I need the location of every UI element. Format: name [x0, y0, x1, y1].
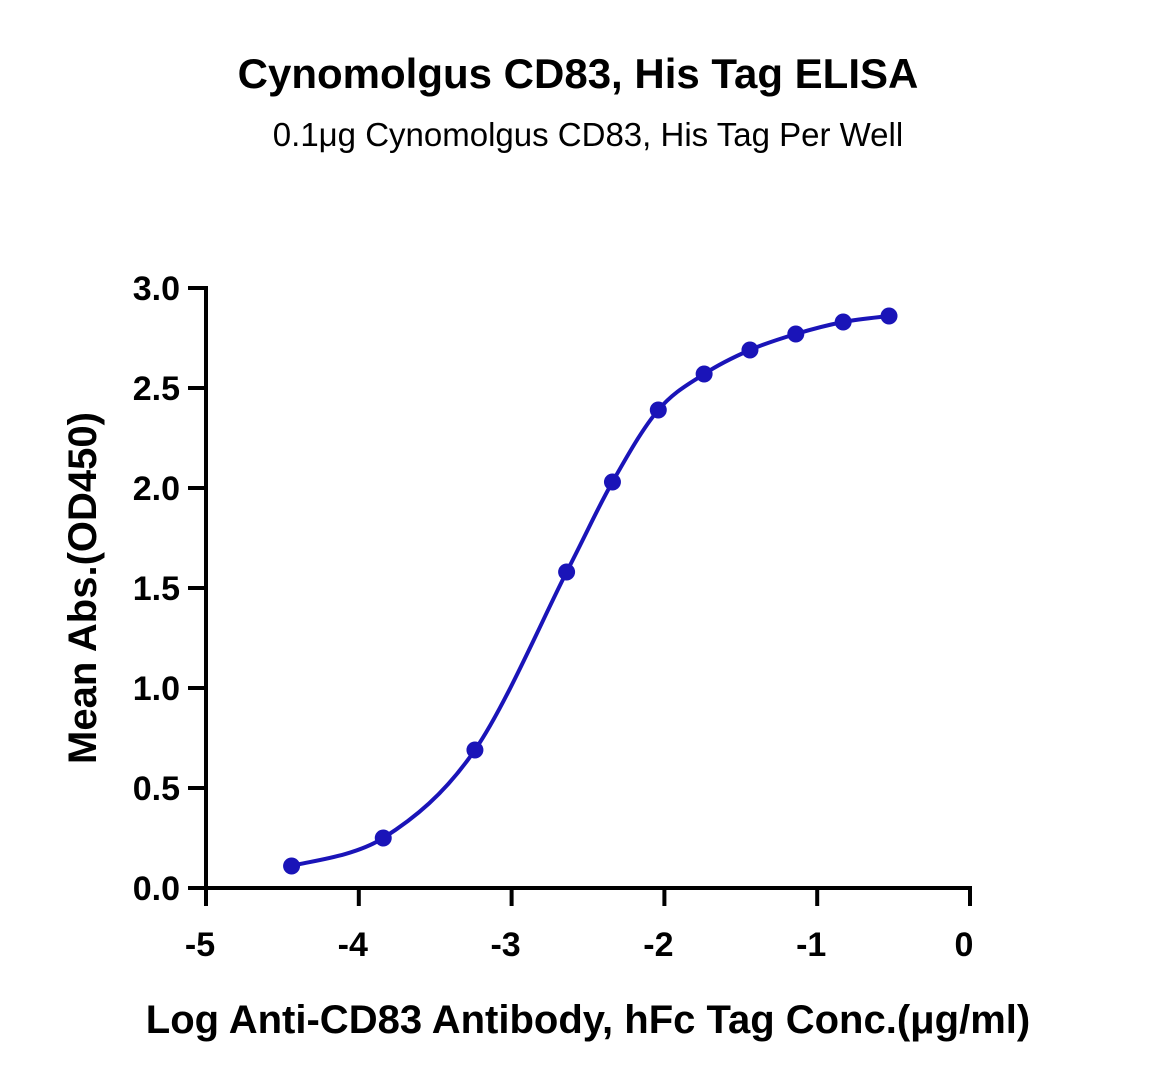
y-tick-label: 0.0 [133, 870, 180, 908]
chart-subtitle: 0.1μg Cynomolgus CD83, His Tag Per Well [272, 116, 904, 153]
data-point [880, 307, 898, 325]
chart-title: Cynomolgus CD83, His Tag ELISA [237, 50, 919, 97]
fit-curve-layer [290, 314, 890, 868]
x-tick-label: -4 [338, 926, 368, 964]
data-point [603, 473, 621, 491]
y-tick-label: 1.0 [133, 670, 180, 708]
x-tick-label: 0 [955, 926, 974, 964]
axis-labels-layer: -5 -4 -3 -2 -1 0 0.0 0.5 1.0 1.5 2.0 2.5 3.0 Log Anti… [61, 270, 1030, 1042]
y-axis-title: Mean Abs.(OD450) [61, 412, 105, 764]
data-point [741, 341, 759, 359]
x-tick-label: -1 [796, 926, 826, 964]
data-point [374, 829, 392, 847]
data-point [649, 401, 667, 419]
y-tick-label: 1.5 [133, 570, 180, 608]
x-tick-label: -2 [643, 926, 673, 964]
y-tick-label: 2.5 [133, 370, 180, 408]
data-point [834, 313, 852, 331]
y-tick-label: 3.0 [133, 270, 180, 308]
y-tick-label: 2.0 [133, 470, 180, 508]
data-point [695, 365, 713, 383]
x-tick-label: -5 [185, 926, 215, 964]
axes [188, 286, 972, 906]
data-point [558, 563, 576, 581]
data-point [787, 325, 805, 343]
data-points-layer [283, 307, 898, 875]
y-tick-label: 0.5 [133, 770, 180, 808]
x-tick-label: -3 [490, 926, 520, 964]
x-axis-title: Log Anti-CD83 Antibody, hFc Tag Conc.(μg… [146, 998, 1030, 1042]
data-point [466, 741, 484, 759]
data-point [283, 857, 301, 875]
fit-curve [290, 314, 890, 868]
